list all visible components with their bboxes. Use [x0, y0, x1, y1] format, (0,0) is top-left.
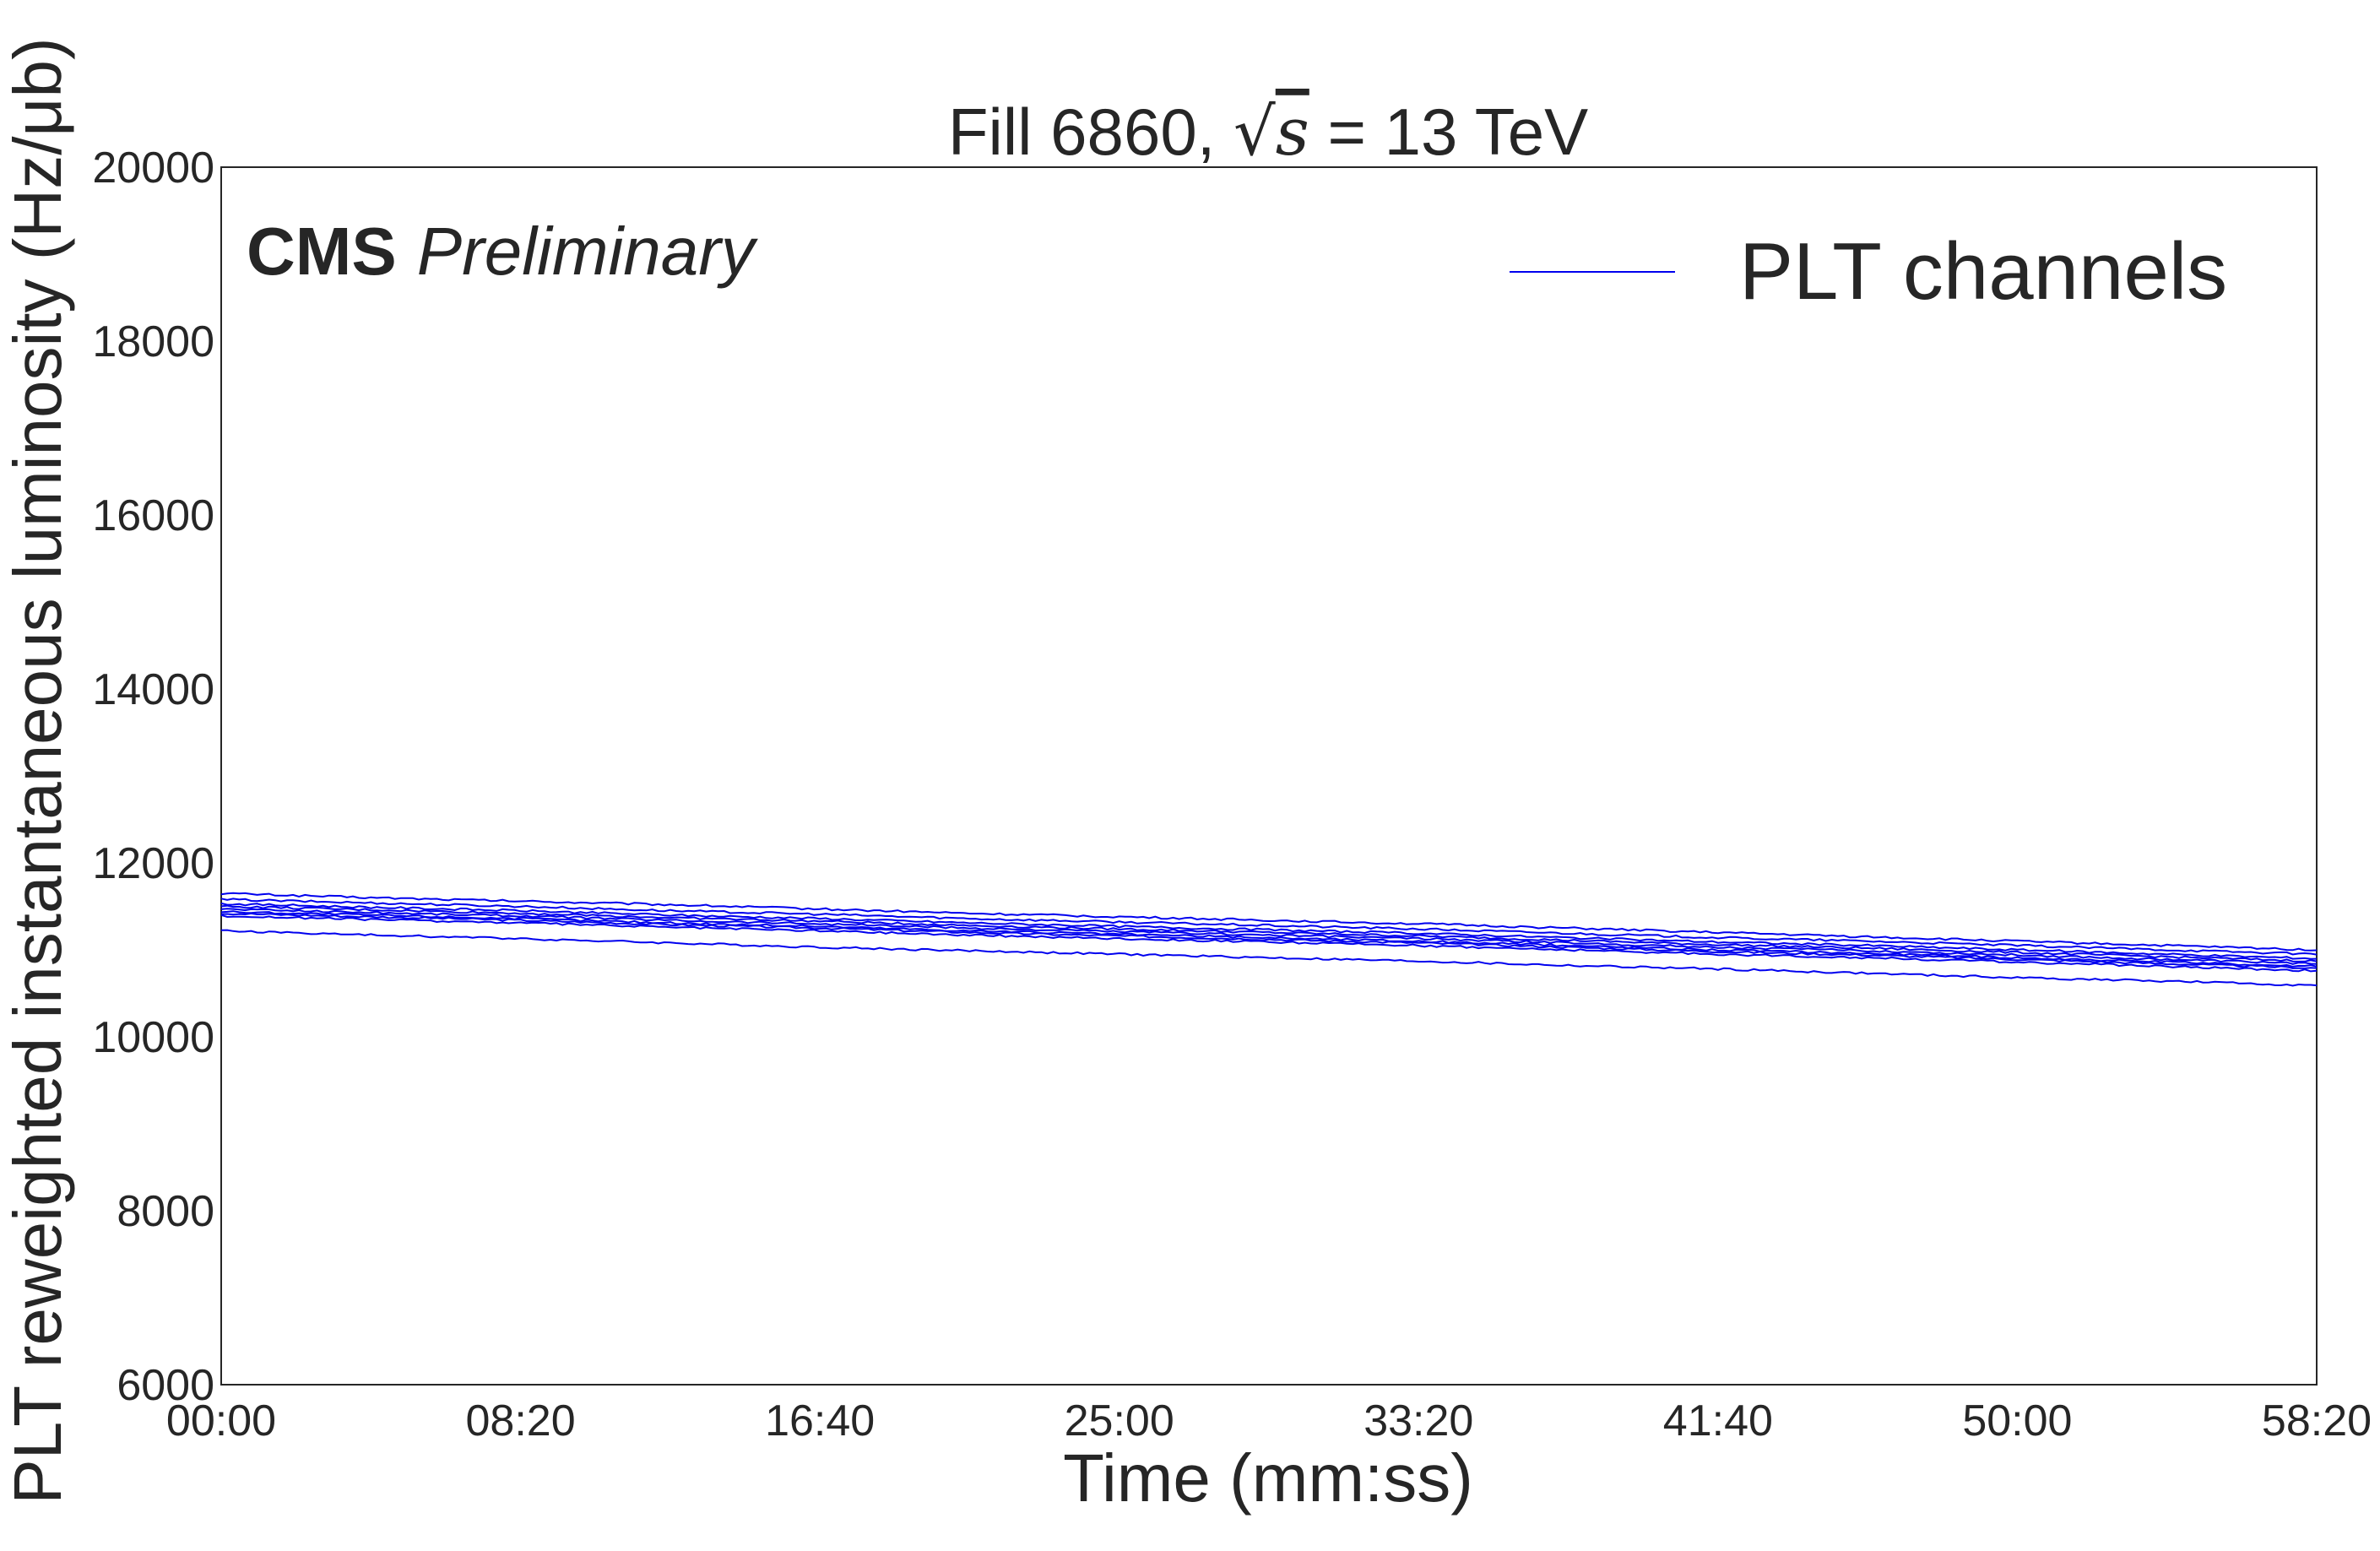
plt-channel-line — [220, 902, 2318, 960]
experiment-annotation: CMS Preliminary — [247, 214, 759, 289]
plt-channel-line — [220, 912, 2318, 969]
y-tick-label: 8000 — [117, 1187, 214, 1236]
y-tick-label: 16000 — [92, 491, 214, 540]
y-tick-label: 18000 — [92, 317, 214, 366]
chart-title-math: s — [1276, 95, 1309, 171]
legend: PLT channels — [1510, 226, 2227, 317]
plt-channel-line — [220, 898, 2318, 956]
y-tick-label: 10000 — [92, 1013, 214, 1062]
chart-title: Fill 6860, √s = 13 TeV — [948, 95, 1588, 171]
series-group — [220, 892, 2318, 987]
status-label: Preliminary — [417, 214, 759, 289]
x-tick-label: 33:20 — [1363, 1396, 1473, 1445]
plt-channel-line — [220, 892, 2318, 952]
chart-title-suffix: = 13 TeV — [1309, 95, 1588, 169]
x-tick-label: 08:20 — [466, 1396, 576, 1445]
x-tick-label: 25:00 — [1065, 1396, 1174, 1445]
y-axis-ticks: 6000 8000 10000 12000 14000 16000 18000 20000 — [92, 144, 214, 1410]
y-tick-label: 12000 — [92, 839, 214, 888]
legend-label: PLT channels — [1739, 226, 2227, 317]
y-axis-label: PLT reweighted instantaneous luminosity … — [0, 37, 75, 1504]
y-tick-label: 6000 — [117, 1361, 214, 1410]
x-axis-label: Time (mm:ss) — [1063, 1440, 1473, 1516]
chart-title-prefix: Fill 6860, — [948, 95, 1233, 169]
plt-channel-line — [220, 904, 2318, 963]
y-tick-label: 20000 — [92, 144, 214, 193]
plt-channel-line — [220, 910, 2318, 968]
x-tick-label: 41:40 — [1663, 1396, 1773, 1445]
experiment-label: CMS — [247, 214, 397, 289]
plt-channel-line — [220, 929, 2318, 987]
x-tick-label: 50:00 — [1962, 1396, 2072, 1445]
plt-channel-line — [220, 914, 2318, 973]
x-axis-ticks: 00:00 08:20 16:40 25:00 33:20 41:40 50:00 58:20 — [166, 1396, 2372, 1445]
x-tick-label: 00:00 — [166, 1396, 276, 1445]
y-tick-label: 14000 — [92, 665, 214, 714]
plot-area — [220, 166, 2318, 1386]
x-tick-label: 16:40 — [765, 1396, 875, 1445]
plt-channel-line — [220, 908, 2318, 965]
x-tick-label: 58:20 — [2262, 1396, 2372, 1445]
